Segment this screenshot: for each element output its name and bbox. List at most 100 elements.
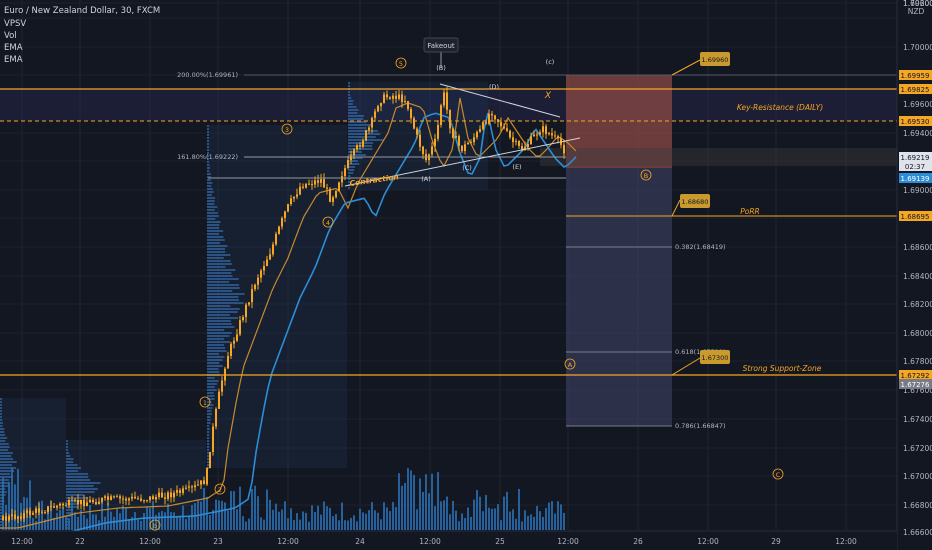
candle-body xyxy=(485,122,487,124)
wave-circle xyxy=(640,169,652,181)
indicator-ema-2[interactable]: EMA xyxy=(4,55,23,65)
profile-bar xyxy=(207,359,223,361)
candle-body xyxy=(41,512,43,514)
candle-body xyxy=(170,492,172,498)
volume-bar xyxy=(137,520,139,530)
price-tag-bg xyxy=(899,173,932,183)
profile-bar xyxy=(207,236,224,238)
candle-body xyxy=(167,492,169,499)
candle-body xyxy=(248,302,250,305)
wave-circle xyxy=(214,483,226,495)
candle-body xyxy=(317,180,319,183)
profile-bar xyxy=(207,272,232,274)
profile-bar xyxy=(207,155,209,157)
profile-bar xyxy=(348,82,350,84)
candle-body xyxy=(125,498,127,501)
volume-bar xyxy=(311,505,313,530)
volume-bar xyxy=(227,510,229,530)
volume-bar xyxy=(29,480,31,530)
profile-bar xyxy=(348,103,353,105)
price-tick: 1.66600 xyxy=(903,528,932,537)
volume-bar xyxy=(554,513,556,530)
indicator-vpsv[interactable]: VPSV xyxy=(4,19,27,29)
candle-body xyxy=(389,97,391,99)
price-tick: 1.67400 xyxy=(903,415,932,424)
volume-bar xyxy=(410,470,412,530)
profile-bar xyxy=(207,131,209,133)
volume-bar xyxy=(386,507,388,530)
candle-body xyxy=(416,128,418,135)
candle-body xyxy=(83,499,85,507)
profile-bar xyxy=(66,464,78,466)
candle-body xyxy=(221,380,223,392)
volume-bar xyxy=(395,507,397,530)
candle-body xyxy=(176,490,178,493)
profile-bar xyxy=(348,142,374,144)
candle-body xyxy=(563,144,565,154)
profile-bar xyxy=(66,455,71,457)
candle-body xyxy=(551,133,553,136)
callout-3-text: 1.67300 xyxy=(702,354,729,362)
profile-bar xyxy=(0,437,8,439)
profile-bar xyxy=(207,389,217,391)
candle-body xyxy=(449,109,451,129)
indicator-ema-1[interactable]: EMA xyxy=(4,43,23,53)
candle-body xyxy=(293,196,295,199)
volume-bar xyxy=(299,519,301,530)
fib-0786-label: 0.786(1.66847) xyxy=(675,422,726,430)
candle-body xyxy=(209,451,211,469)
candle-body xyxy=(461,145,463,152)
zones xyxy=(0,75,897,426)
profile-bar xyxy=(66,440,68,442)
profile-bar xyxy=(207,347,226,349)
volume-bar xyxy=(11,467,13,530)
candle-body xyxy=(230,343,232,356)
candle-body xyxy=(116,496,118,498)
candle-body xyxy=(107,496,109,500)
volume-bar xyxy=(191,505,193,530)
profile-bar xyxy=(348,94,351,96)
price-tick: 1.67600 xyxy=(903,386,932,395)
volume-bar xyxy=(350,517,352,530)
profile-bar xyxy=(207,395,215,397)
profile-bar xyxy=(207,305,231,307)
profile-bar xyxy=(0,473,11,475)
price-tick: 1.69400 xyxy=(903,129,932,138)
candle-body xyxy=(23,512,25,519)
volume-bar xyxy=(122,505,124,530)
candle-body xyxy=(302,186,304,188)
candle-body xyxy=(500,121,502,127)
candle-body xyxy=(404,101,406,103)
profile-bar xyxy=(0,434,6,436)
profile-bar xyxy=(0,461,17,463)
profile-bar xyxy=(207,296,239,298)
profile-bar xyxy=(207,440,209,442)
indicator-vol[interactable]: Vol xyxy=(4,31,17,41)
time-label: 22 xyxy=(75,537,85,546)
time-label: 12:00 xyxy=(697,537,719,546)
volume-bar xyxy=(305,512,307,530)
profile-bar xyxy=(207,446,209,448)
profile-bar xyxy=(207,437,209,439)
profile-bar xyxy=(207,182,213,184)
profile-bar xyxy=(0,515,2,517)
candle-body xyxy=(95,502,97,505)
profile-bar xyxy=(207,275,233,277)
volume-bar xyxy=(278,511,280,530)
profile-bar xyxy=(207,422,211,424)
candle-body xyxy=(92,499,94,503)
candle-body xyxy=(410,109,412,119)
symbol-title[interactable]: Euro / New Zealand Dollar, 30, FXCM xyxy=(4,6,161,16)
volume-bar xyxy=(185,519,187,530)
profile-bar xyxy=(207,290,233,292)
profile-bar xyxy=(207,128,209,130)
volume-bar xyxy=(359,508,361,530)
candle-body xyxy=(251,289,253,303)
profile-bar xyxy=(207,167,211,169)
candle-body xyxy=(371,117,373,128)
price-tag-bg xyxy=(899,84,932,94)
profile-bar xyxy=(66,488,98,490)
volume-bar xyxy=(392,502,394,530)
candle-body xyxy=(236,334,238,341)
